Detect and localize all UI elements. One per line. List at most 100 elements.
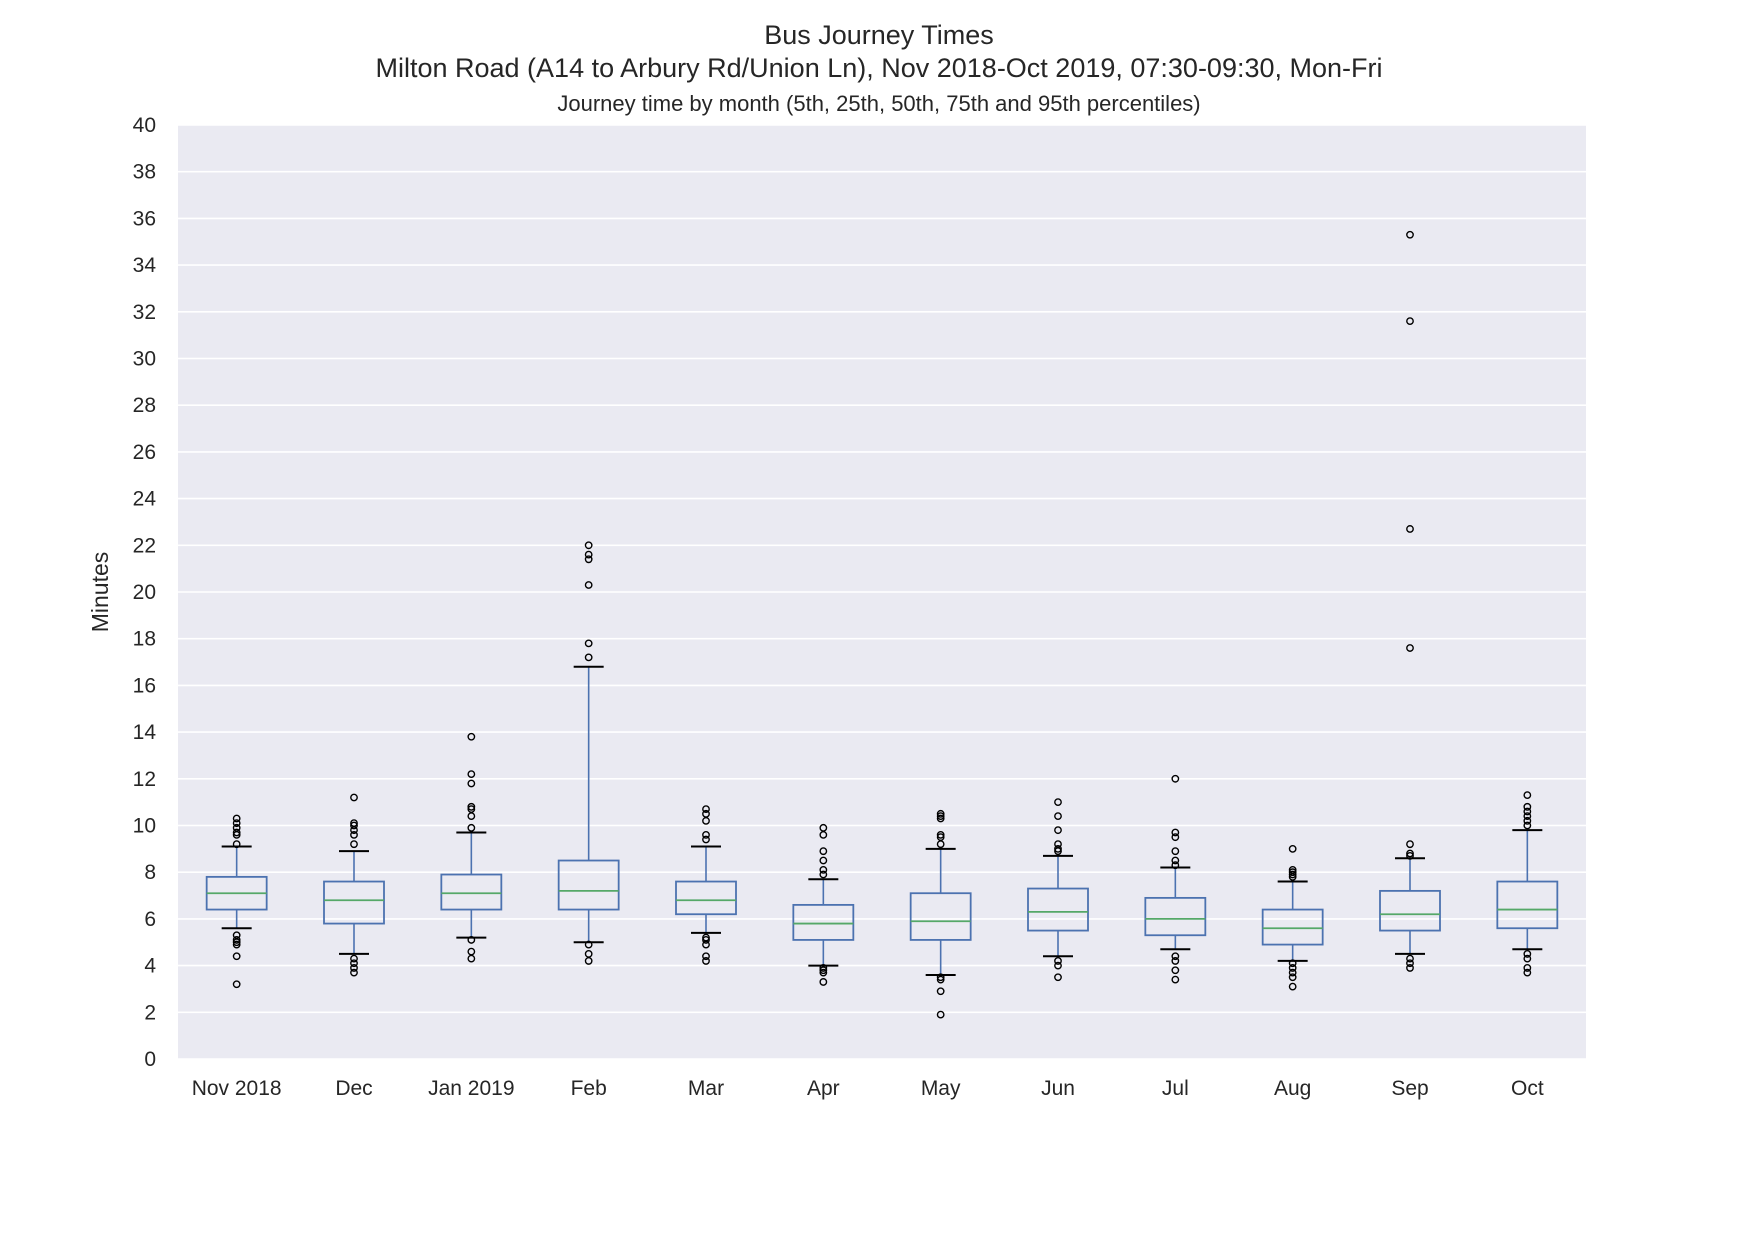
outlier-point (1523, 807, 1532, 816)
y-tick-label: 6 (144, 908, 156, 931)
outlier-point (702, 957, 710, 965)
y-tick-label: 0 (144, 1048, 156, 1071)
outlier-point (350, 793, 358, 802)
outlier-point (936, 975, 945, 984)
box-group (323, 793, 385, 977)
outlier-point (232, 823, 241, 832)
outlier-point (350, 821, 358, 830)
outlier-point (1406, 230, 1414, 239)
y-tick-label: 18 (133, 628, 156, 651)
outlier-point (1523, 954, 1532, 963)
outlier-point (1288, 973, 1297, 982)
outlier-point (1288, 844, 1297, 853)
outlier-point (232, 819, 241, 828)
y-axis-label: Minutes (87, 552, 113, 633)
outlier-point (467, 947, 476, 956)
outlier-point (350, 954, 358, 963)
outlier-point (1288, 964, 1297, 972)
outlier-point (1406, 317, 1414, 326)
outlier-point (467, 823, 476, 832)
outlier-point (702, 830, 710, 839)
outlier-point (936, 812, 945, 821)
outlier-point (350, 964, 358, 972)
outlier-point (1523, 816, 1532, 825)
box-group (1261, 844, 1324, 991)
y-tick-label: 14 (133, 721, 157, 744)
outlier-point (1523, 802, 1532, 811)
outlier-point (467, 805, 476, 814)
x-tick-label: Jul (1162, 1077, 1189, 1100)
outlier-point (1171, 833, 1180, 842)
outlier-point (1406, 849, 1414, 858)
outlier-point (819, 966, 828, 975)
outlier-point (232, 828, 241, 837)
outlier-point (1523, 968, 1532, 977)
x-tick-label: Sep (1391, 1077, 1428, 1100)
chart-description: Journey time by month (5th, 25th, 50th, … (557, 91, 1200, 116)
outlier-point (584, 653, 593, 662)
outlier-point (1288, 865, 1297, 874)
outlier-point (936, 830, 945, 839)
y-tick-label: 30 (133, 348, 156, 371)
outlier-point (702, 805, 710, 814)
outlier-point (1171, 847, 1180, 856)
y-tick-label: 8 (144, 861, 156, 884)
outlier-point (1406, 954, 1414, 963)
outlier-point (1523, 950, 1532, 958)
y-tick-label: 2 (144, 1001, 156, 1024)
outlier-point (1054, 957, 1062, 965)
outlier-point (1054, 826, 1062, 835)
y-tick-label: 28 (133, 394, 156, 417)
outlier-point (1406, 964, 1414, 972)
outlier-point (1406, 525, 1414, 533)
y-tick-label: 40 (133, 114, 156, 137)
outlier-point (584, 541, 593, 550)
outlier-point (467, 936, 476, 944)
outlier-point (350, 819, 358, 828)
outlier-point (584, 639, 593, 648)
outlier-point (1523, 821, 1532, 830)
outlier-point (819, 856, 828, 865)
y-tick-label: 36 (133, 207, 156, 230)
outlier-point (1054, 798, 1062, 807)
y-tick-label: 10 (133, 815, 156, 838)
outlier-point (819, 978, 828, 986)
outlier-point (467, 770, 476, 779)
iqr-box (557, 859, 620, 911)
outlier-point (1054, 812, 1062, 821)
outlier-point (232, 952, 241, 961)
iqr-box (1496, 880, 1559, 930)
outlier-point (1288, 868, 1297, 877)
iqr-box (792, 903, 855, 941)
y-tick-label: 12 (133, 768, 156, 791)
x-tick-label: Nov 2018 (192, 1077, 282, 1100)
iqr-box (909, 892, 972, 941)
y-tick-label: 32 (133, 301, 156, 324)
iqr-box (323, 880, 385, 925)
outlier-point (584, 555, 593, 564)
outlier-point (584, 581, 593, 589)
outlier-point (1406, 644, 1414, 652)
y-tick-label: 4 (144, 955, 156, 978)
y-tick-label: 22 (133, 534, 156, 557)
outlier-point (936, 809, 945, 818)
outlier-point (232, 931, 241, 940)
box-group (205, 814, 268, 989)
iqr-box (1027, 887, 1089, 932)
outlier-point (1171, 952, 1180, 961)
outlier-point (702, 933, 710, 942)
box-group (1027, 798, 1089, 982)
iqr-box (1144, 896, 1207, 937)
iqr-box (440, 873, 503, 911)
outlier-point (1054, 973, 1062, 982)
box-group (440, 732, 503, 963)
grid-lines (178, 124, 1586, 1060)
outlier-point (1171, 828, 1180, 837)
box-group (909, 809, 972, 1019)
outlier-point (1288, 870, 1297, 879)
outlier-point (702, 952, 710, 961)
x-tick-labels: Nov 2018 Dec Jan 2019 Feb Mar Apr May Jun Jul Aug… (192, 1077, 1544, 1100)
y-tick-label: 38 (133, 161, 156, 184)
outlier-point (1523, 812, 1532, 821)
